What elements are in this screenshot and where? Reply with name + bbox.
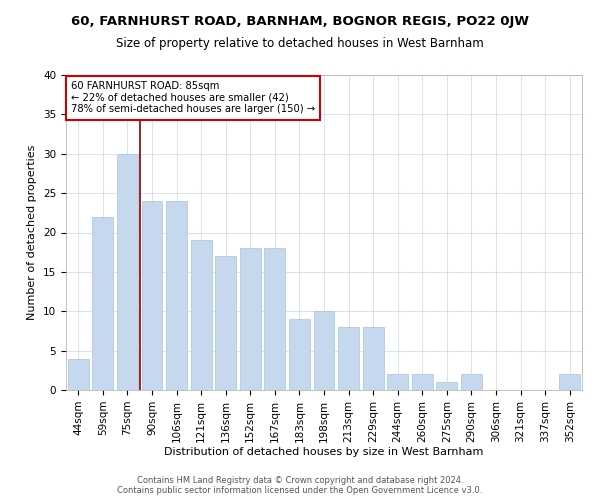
Bar [559,374,580,390]
Bar [436,382,457,390]
Text: Contains HM Land Registry data © Crown copyright and database right 2024.
Contai: Contains HM Land Registry data © Crown c… [118,476,482,495]
Bar [314,311,334,390]
Text: 60 FARNHURST ROAD: 85sqm
← 22% of detached houses are smaller (42)
78% of semi-d: 60 FARNHURST ROAD: 85sqm ← 22% of detach… [71,82,315,114]
X-axis label: Distribution of detached houses by size in West Barnham: Distribution of detached houses by size … [164,448,484,458]
Bar [117,154,138,390]
Bar [240,248,261,390]
Bar [215,256,236,390]
Bar [92,217,113,390]
Bar [265,248,286,390]
Bar [191,240,212,390]
Bar [461,374,482,390]
Bar [387,374,408,390]
Bar [289,319,310,390]
Text: 60, FARNHURST ROAD, BARNHAM, BOGNOR REGIS, PO22 0JW: 60, FARNHURST ROAD, BARNHAM, BOGNOR REGI… [71,15,529,28]
Bar [68,358,89,390]
Bar [166,201,187,390]
Text: Size of property relative to detached houses in West Barnham: Size of property relative to detached ho… [116,38,484,51]
Bar [412,374,433,390]
Y-axis label: Number of detached properties: Number of detached properties [28,145,37,320]
Bar [338,327,359,390]
Bar [142,201,163,390]
Bar [362,327,383,390]
